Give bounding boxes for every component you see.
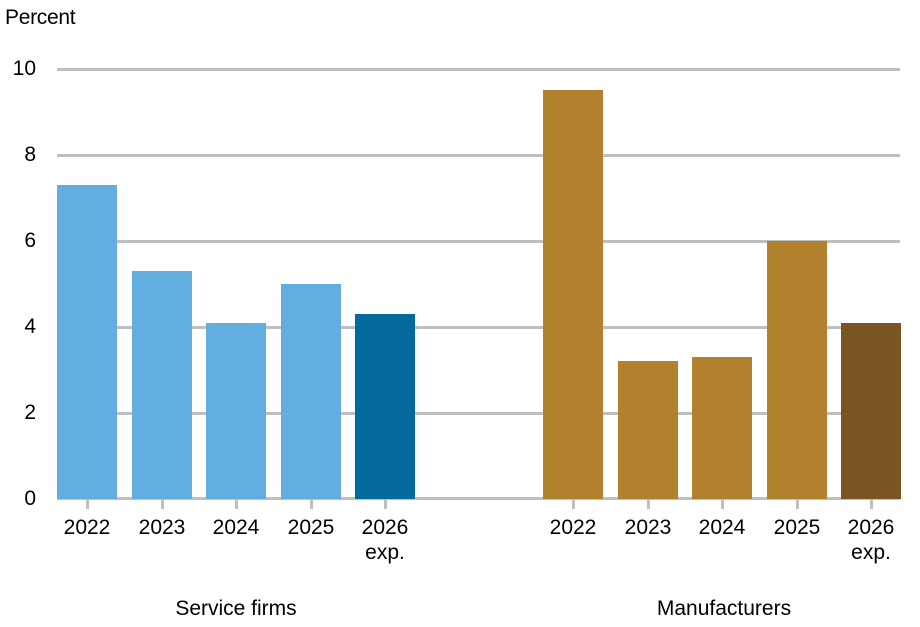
x-tick-label: 2026 exp. [345, 515, 425, 565]
x-tick-label: 2024 [682, 515, 762, 540]
x-tick-label-year: 2022 [549, 516, 597, 539]
x-tick-mark [647, 499, 650, 509]
x-tick-label-year: 2024 [698, 516, 746, 539]
x-tick-mark [384, 499, 387, 509]
y-axis-unit-label: Percent [5, 6, 76, 29]
bar [355, 314, 415, 499]
x-tick-mark [86, 499, 89, 509]
x-tick-label-suffix: exp. [365, 541, 405, 564]
bar [206, 323, 266, 499]
x-tick-label-year: 2026 [361, 516, 409, 539]
x-tick-label-suffix: exp. [851, 541, 891, 564]
x-tick-label: 2022 [533, 515, 613, 540]
group-label-manufacturers: Manufacturers [656, 597, 792, 620]
bar [618, 361, 678, 499]
x-tick-label: 2023 [608, 515, 688, 540]
bar [543, 90, 603, 499]
x-axis-baseline [57, 497, 900, 500]
gridline [57, 154, 900, 157]
x-tick-label-year: 2026 [847, 516, 895, 539]
x-tick-label: 2023 [122, 515, 202, 540]
x-tick-label: 2024 [196, 515, 276, 540]
bar [767, 241, 827, 499]
x-tick-label: 2022 [47, 515, 127, 540]
x-tick-mark [796, 499, 799, 509]
bar [841, 323, 901, 499]
y-tick-label: 10 [12, 57, 36, 80]
y-tick-label: 0 [24, 487, 36, 510]
x-tick-mark [310, 499, 313, 509]
x-tick-label: 2026 exp. [831, 515, 911, 565]
bar [692, 357, 752, 499]
group-label-service-firms: Service firms [175, 597, 297, 620]
x-tick-mark [870, 499, 873, 509]
gridline [57, 412, 900, 415]
y-tick-label: 8 [24, 143, 36, 166]
x-tick-mark [572, 499, 575, 509]
x-tick-mark [721, 499, 724, 509]
x-tick-label-year: 2025 [287, 516, 335, 539]
y-tick-label: 2 [24, 401, 36, 424]
y-tick-label: 6 [24, 229, 36, 252]
gridline [57, 240, 900, 243]
x-tick-label-year: 2024 [212, 516, 260, 539]
x-tick-label-year: 2023 [624, 516, 672, 539]
x-tick-label: 2025 [757, 515, 837, 540]
bar [57, 185, 117, 499]
x-tick-label: 2025 [271, 515, 351, 540]
gridline [57, 326, 900, 329]
x-tick-mark [235, 499, 238, 509]
bar [132, 271, 192, 499]
y-tick-label: 4 [24, 315, 36, 338]
x-tick-label-year: 2023 [138, 516, 186, 539]
x-tick-label-year: 2025 [773, 516, 821, 539]
gridline [57, 68, 900, 71]
x-tick-label-year: 2022 [63, 516, 111, 539]
bar [281, 284, 341, 499]
x-tick-mark [161, 499, 164, 509]
